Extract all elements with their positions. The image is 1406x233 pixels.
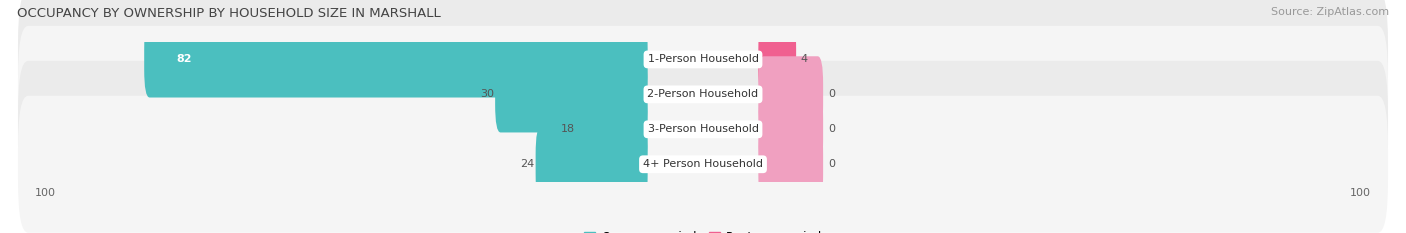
Legend: Owner-occupied, Renter-occupied: Owner-occupied, Renter-occupied [579,226,827,233]
Text: 30: 30 [479,89,494,99]
Text: Source: ZipAtlas.com: Source: ZipAtlas.com [1271,7,1389,17]
FancyBboxPatch shape [758,126,823,202]
FancyBboxPatch shape [758,91,823,168]
Text: 2-Person Household: 2-Person Household [647,89,759,99]
Text: 82: 82 [177,55,193,64]
Text: 1-Person Household: 1-Person Household [648,55,758,64]
Text: 100: 100 [1350,188,1371,198]
FancyBboxPatch shape [18,26,1388,163]
Text: 0: 0 [828,159,835,169]
FancyBboxPatch shape [18,96,1388,233]
Text: 3-Person Household: 3-Person Household [648,124,758,134]
Text: 100: 100 [35,188,56,198]
FancyBboxPatch shape [758,56,823,132]
Text: 4+ Person Household: 4+ Person Household [643,159,763,169]
Text: 18: 18 [561,124,575,134]
Text: 24: 24 [520,159,534,169]
FancyBboxPatch shape [495,56,648,132]
FancyBboxPatch shape [145,21,648,97]
Text: OCCUPANCY BY OWNERSHIP BY HOUSEHOLD SIZE IN MARSHALL: OCCUPANCY BY OWNERSHIP BY HOUSEHOLD SIZE… [17,7,440,20]
Text: 0: 0 [828,89,835,99]
Text: 0: 0 [828,124,835,134]
Text: 4: 4 [801,55,808,64]
FancyBboxPatch shape [536,126,648,202]
FancyBboxPatch shape [576,91,648,168]
FancyBboxPatch shape [18,61,1388,198]
FancyBboxPatch shape [758,21,796,97]
FancyBboxPatch shape [18,0,1388,128]
